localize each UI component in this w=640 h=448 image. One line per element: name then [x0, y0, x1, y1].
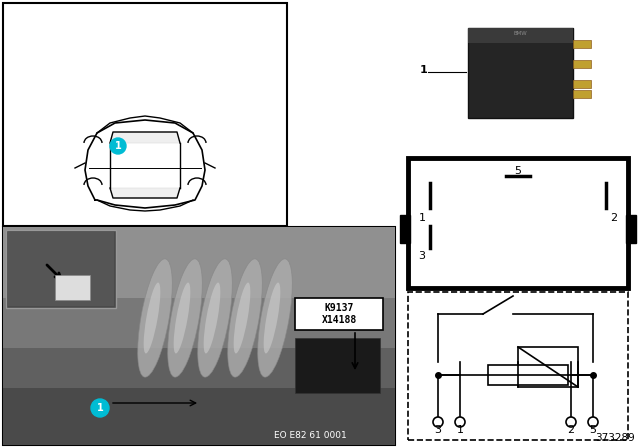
Text: K9137: K9137 — [324, 303, 354, 313]
Ellipse shape — [138, 259, 172, 377]
Polygon shape — [85, 120, 205, 208]
Bar — [408, 158, 628, 288]
Ellipse shape — [204, 283, 220, 353]
Bar — [295, 338, 380, 393]
Circle shape — [110, 138, 126, 154]
Bar — [3, 3, 287, 226]
Bar — [573, 60, 591, 68]
Text: 3: 3 — [419, 251, 426, 261]
Ellipse shape — [264, 283, 280, 353]
Text: BMW: BMW — [513, 30, 527, 35]
Bar — [626, 215, 636, 243]
Text: 5: 5 — [515, 166, 522, 176]
Bar — [573, 90, 591, 98]
Bar — [573, 80, 591, 88]
Bar — [55, 275, 90, 300]
Bar — [8, 232, 114, 306]
Bar — [3, 388, 395, 445]
Circle shape — [91, 399, 109, 417]
Bar — [408, 3, 638, 153]
Text: 3: 3 — [435, 425, 442, 435]
Ellipse shape — [234, 283, 250, 353]
Bar — [488, 365, 568, 385]
Bar — [3, 227, 395, 445]
Ellipse shape — [198, 259, 232, 377]
Bar — [518, 347, 578, 387]
Text: 2: 2 — [568, 425, 575, 435]
Circle shape — [455, 417, 465, 427]
Text: 1: 1 — [456, 425, 463, 435]
Text: 1: 1 — [97, 403, 104, 413]
Circle shape — [433, 417, 443, 427]
Bar — [468, 28, 573, 118]
Bar — [400, 215, 410, 243]
Bar — [6, 230, 116, 308]
Text: 2: 2 — [611, 213, 618, 223]
Text: 1: 1 — [420, 65, 428, 75]
Bar — [3, 227, 395, 298]
Bar — [573, 40, 591, 48]
Bar — [468, 28, 573, 43]
Ellipse shape — [258, 259, 292, 377]
Ellipse shape — [173, 283, 190, 353]
Bar — [408, 292, 628, 440]
Text: 1: 1 — [419, 213, 426, 223]
Bar — [3, 298, 395, 348]
Circle shape — [566, 417, 576, 427]
Ellipse shape — [168, 259, 202, 377]
Ellipse shape — [143, 283, 161, 353]
Polygon shape — [110, 132, 180, 143]
Text: 5: 5 — [589, 425, 596, 435]
Text: EO E82 61 0001: EO E82 61 0001 — [274, 431, 346, 440]
Bar — [295, 298, 383, 330]
Bar — [3, 348, 395, 388]
Text: 1: 1 — [115, 141, 122, 151]
Circle shape — [588, 417, 598, 427]
Polygon shape — [110, 188, 180, 198]
Ellipse shape — [228, 259, 262, 377]
Text: X14188: X14188 — [321, 315, 356, 325]
Text: 373289: 373289 — [595, 433, 635, 443]
